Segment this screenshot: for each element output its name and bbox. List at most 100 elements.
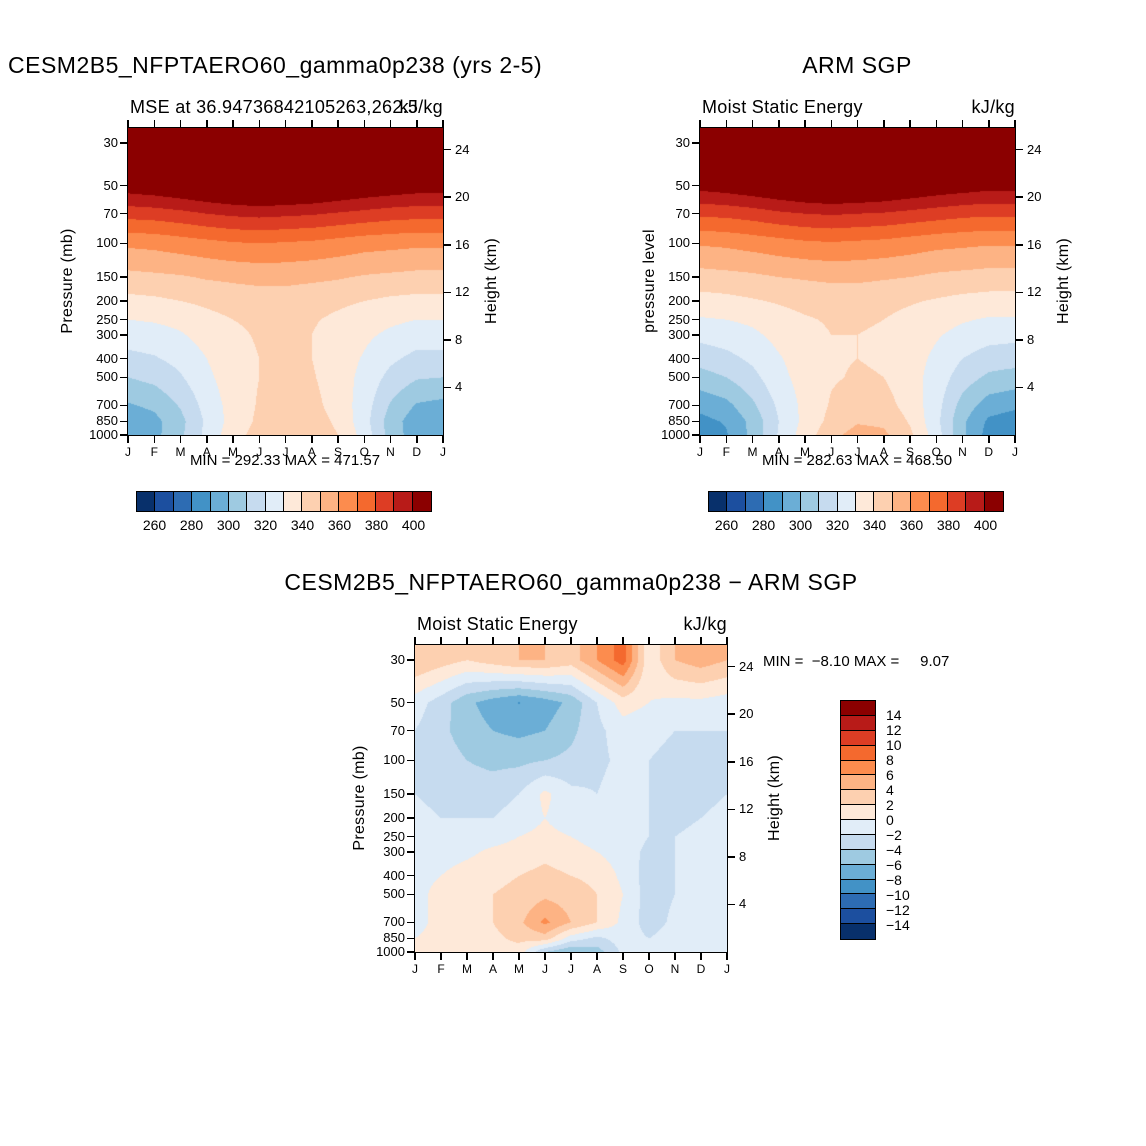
month-tick xyxy=(961,436,964,443)
month-tick-top xyxy=(232,120,234,127)
height-tick-label: 24 xyxy=(455,141,470,157)
colorbar-tick-label: −14 xyxy=(886,917,910,933)
colorbar-segment xyxy=(192,492,211,511)
month-label: J xyxy=(568,962,574,976)
month-label: D xyxy=(984,445,994,459)
pressure-tick-label: 500 xyxy=(383,886,405,902)
month-label: N xyxy=(958,445,967,459)
month-tick-top xyxy=(1014,120,1016,127)
month-tick xyxy=(440,953,442,960)
colorbar-segment xyxy=(819,492,838,511)
pressure-tick xyxy=(407,851,414,853)
month-tick-top xyxy=(440,637,442,644)
pressure-tick xyxy=(120,212,127,215)
pressure-tick xyxy=(120,276,127,278)
month-label: M xyxy=(175,445,186,459)
pressure-tick xyxy=(120,357,127,360)
pressure-tick xyxy=(692,142,699,144)
colorbar-tick-label: 380 xyxy=(364,517,389,533)
colorbar xyxy=(708,491,1004,512)
height-tick-label: 24 xyxy=(739,658,754,674)
colorbar-segment xyxy=(841,849,875,865)
pressure-tick-label: 200 xyxy=(668,293,690,309)
minmax-label: MIN = 292.33 MAX = 471.57 xyxy=(189,452,381,469)
pressure-tick xyxy=(692,318,699,321)
month-tick-top xyxy=(363,120,365,127)
colorbar-segment xyxy=(412,492,431,511)
pressure-tick-label: 400 xyxy=(96,350,118,366)
height-tick-label: 4 xyxy=(1027,379,1035,395)
month-label: J xyxy=(828,445,835,459)
pressure-tick-label: 850 xyxy=(383,930,405,946)
month-tick xyxy=(751,436,754,443)
colorbar-segment xyxy=(228,492,248,511)
colorbar-tick-label: −6 xyxy=(886,857,902,873)
colorbar-tick-label: 320 xyxy=(825,517,850,533)
month-tick-top xyxy=(883,120,885,127)
colorbar-segment xyxy=(841,894,875,910)
month-tick xyxy=(883,436,885,443)
height-tick xyxy=(444,386,451,389)
month-tick-top xyxy=(492,637,494,644)
colorbar-segment xyxy=(800,492,820,511)
month-label: S xyxy=(333,445,342,459)
pressure-tick-label: 200 xyxy=(96,293,118,309)
panel-title: ARM SGP xyxy=(802,52,912,78)
colorbar-tick-label: 6 xyxy=(886,767,894,783)
month-tick xyxy=(778,436,780,443)
colorbar-tick-label: −8 xyxy=(886,872,902,888)
pressure-tick-label: 70 xyxy=(675,205,690,221)
month-tick xyxy=(700,953,702,960)
pressure-tick-label: 700 xyxy=(383,914,405,930)
month-tick-top xyxy=(179,120,182,127)
colorbar-segment xyxy=(394,492,413,511)
colorbar-tick-label: 4 xyxy=(886,782,894,798)
colorbar-segment xyxy=(837,492,856,511)
height-tick xyxy=(444,148,451,151)
month-tick xyxy=(544,953,546,960)
height-tick xyxy=(444,244,451,246)
month-label: A xyxy=(202,445,211,459)
month-tick xyxy=(311,436,313,443)
contour-plot-obs xyxy=(700,128,1015,435)
colorbar-tick-label: 360 xyxy=(899,517,924,533)
pressure-tick-label: 70 xyxy=(390,722,405,738)
month-tick-top xyxy=(674,637,676,644)
colorbar-tick-label: 260 xyxy=(142,517,167,533)
pressure-tick-label: 850 xyxy=(668,413,690,429)
pressure-tick xyxy=(407,659,414,661)
month-tick-top xyxy=(416,120,418,127)
colorbar-tick-label: 320 xyxy=(253,517,278,533)
colorbar-segment xyxy=(841,924,875,939)
y-axis-label-left: Pressure (mb) xyxy=(59,228,76,334)
pressure-tick-label: 250 xyxy=(96,311,118,327)
month-label: J xyxy=(542,962,548,976)
month-label: F xyxy=(150,445,158,459)
colorbar-segment xyxy=(841,834,875,850)
pressure-tick xyxy=(407,701,414,704)
pressure-tick xyxy=(692,334,699,336)
month-label: A xyxy=(879,445,888,459)
colorbar-segment xyxy=(841,760,875,776)
pressure-tick xyxy=(692,212,699,215)
height-tick xyxy=(1016,244,1023,246)
height-tick xyxy=(1016,291,1023,294)
colorbar-segment xyxy=(841,715,875,731)
height-tick-label: 12 xyxy=(739,801,754,817)
pressure-tick-label: 500 xyxy=(668,369,690,385)
colorbar-segment xyxy=(911,492,930,511)
colorbar-segment xyxy=(137,492,156,511)
height-tick-label: 20 xyxy=(1027,189,1042,205)
panel-title: CESM2B5_NFPTAERO60_gamma0p238 − ARM SGP xyxy=(284,569,858,595)
month-tick xyxy=(596,953,598,960)
height-tick xyxy=(1016,196,1023,198)
contour-plot-difference xyxy=(415,645,727,952)
month-tick xyxy=(414,953,416,960)
pressure-tick-label: 70 xyxy=(103,205,118,221)
pressure-tick xyxy=(120,420,127,423)
pressure-tick-label: 400 xyxy=(383,867,405,883)
height-tick xyxy=(728,761,735,763)
colorbar-tick-label: 380 xyxy=(936,517,961,533)
pressure-tick xyxy=(407,951,414,953)
colorbar-segment xyxy=(947,492,967,511)
